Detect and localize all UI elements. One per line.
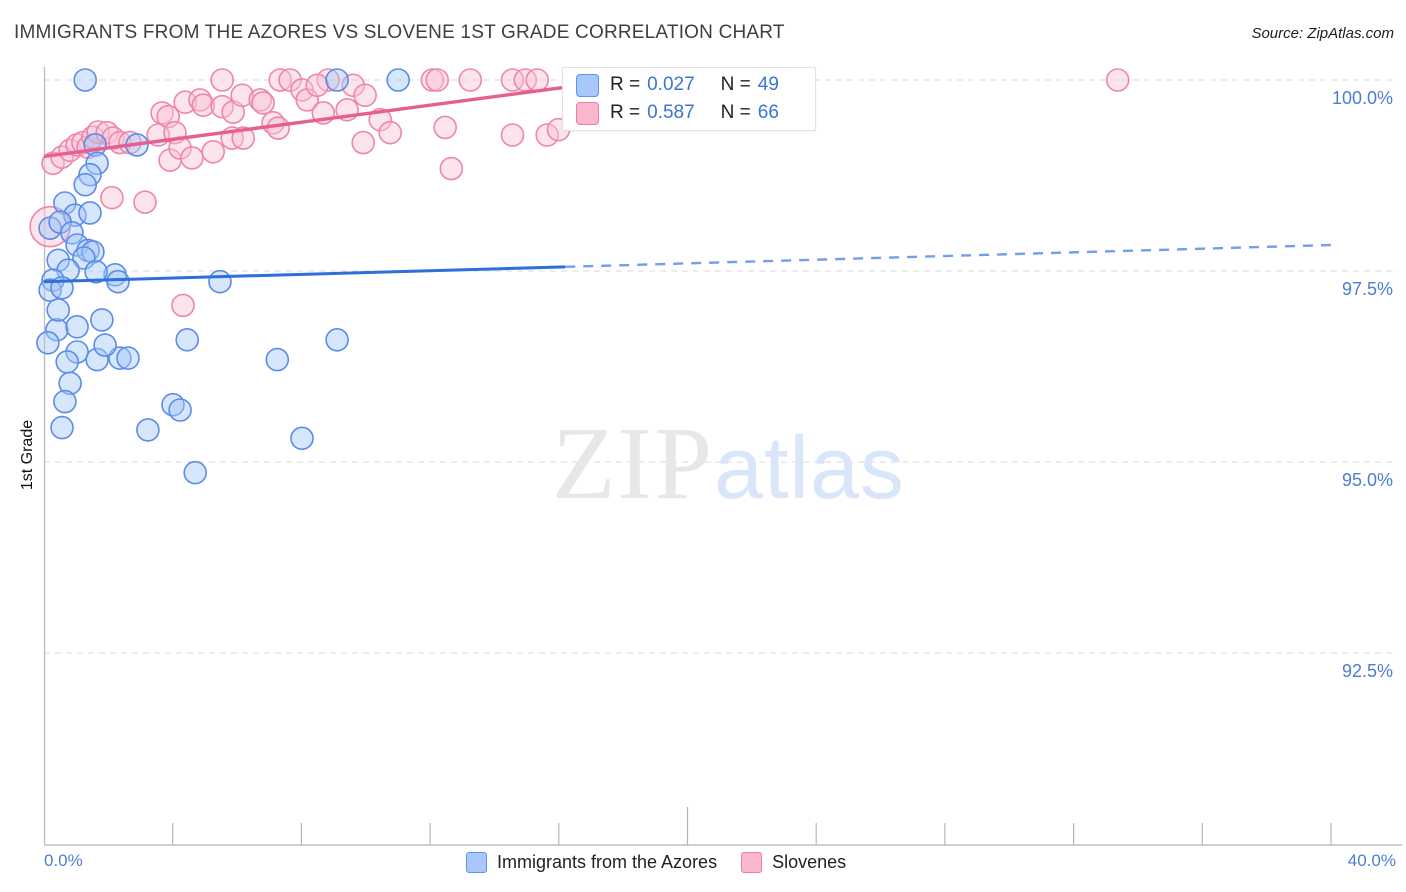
scatter-point-azores [50,415,74,440]
slovenes-trend-line [43,85,563,159]
ytick-95: 95.0% [1341,470,1393,490]
scatter-point-slovenes [351,130,376,155]
scatter-point-azores [108,346,132,370]
scatter-point-azores [90,308,114,332]
ytick-100: 100.0% [1331,88,1393,108]
n-label: N = [720,102,751,123]
correlation-legend-box: R = 0.027 N = 49 R = 0.587 N = 66 [562,67,816,131]
legend-item-label: Slovenes [772,852,847,872]
scatter-point-azores [85,347,109,372]
ytick-97-5: 97.5% [1341,279,1393,299]
scatter-point-azores [60,221,84,245]
scatter-point-azores [290,426,314,451]
r-value-azores: 0.027 [647,74,695,95]
scatter-point-azores [45,317,69,342]
scatter-point-slovenes [248,88,273,112]
scatter-point-azores [168,398,192,422]
legend-item-slovenes: Slovenes [741,852,846,873]
scatter-point-azores [84,259,108,284]
xtick-max: 40.0% [1347,851,1396,870]
scatter-point-slovenes [425,68,450,92]
n-value-azores: 49 [757,74,779,95]
scatter-point-slovenes [173,90,197,114]
scatter-point-azores [183,460,207,485]
scatter-point-azores [55,350,79,374]
legend-item-label: Immigrants from the Azores [497,852,718,872]
scatter-point-slovenes [201,140,225,164]
scatter-point-azores [325,327,349,352]
scatter-point-azores [265,347,290,372]
scatter-point-slovenes [353,83,377,108]
scatter-point-azores [325,68,349,92]
scatter-point-azores [58,371,82,396]
scatter-point-slovenes [1105,68,1130,92]
scatter-point-slovenes [230,83,254,108]
scatter-point-slovenes [100,185,124,210]
scatter-point-azores [63,203,87,227]
xtick-min: 0.0% [44,851,83,870]
scatter-point-azores [93,333,117,357]
scatter-point-slovenes [458,68,483,92]
scatter-point-azores [106,269,130,294]
azores-swatch-icon [466,852,487,873]
r-value-slovenes: 0.587 [647,102,695,123]
azores-swatch-icon [576,73,599,97]
chart-title: IMMIGRANTS FROM THE AZORES VS SLOVENE 1S… [14,22,785,43]
n-label: N = [720,74,751,95]
scatter-point-slovenes [251,91,275,115]
scatter-point-azores [116,346,140,370]
scatter-point-azores [53,389,77,414]
scatter-point-azores [136,418,160,442]
scatter-point-slovenes [268,68,293,92]
scatter-point-slovenes [439,156,464,181]
ytick-92-5: 92.5% [1341,661,1393,681]
azores-trend-line [43,265,566,284]
scatter-point-azores [53,191,77,215]
bottom-legend: Immigrants from the Azores Slovenes [466,852,870,873]
r-label: R = [610,74,641,95]
scatter-point-slovenes [133,190,157,214]
scatter-point-azores [85,151,109,176]
scatter-point-slovenes [191,93,216,117]
scatter-point-slovenes [525,68,550,92]
azores-trend-line-extension [565,243,1332,269]
slovenes-swatch-icon [741,852,763,873]
scatter-point-azores [36,330,60,355]
n-value-slovenes: 66 [757,102,779,123]
scatter-point-slovenes [316,68,340,92]
scatter-point-slovenes [378,120,403,145]
scatter-point-azores [73,172,97,197]
scatter-point-azores [78,201,102,225]
scatter-point-slovenes [210,68,234,92]
scatter-point-slovenes [210,94,234,119]
y-axis-title: 1st Grade [19,419,36,491]
scatter-point-slovenes [500,123,525,147]
scatter-point-slovenes [305,73,330,98]
source-attribution[interactable]: Source: ZipAtlas.com [1251,25,1394,42]
legend-row-slovenes: R = 0.587 N = 66 [576,101,815,125]
scatter-point-azores [208,269,232,294]
legend-row-azores: R = 0.027 N = 49 [576,73,815,97]
scatter-point-azores [38,278,62,302]
legend-item-azores: Immigrants from the Azores [466,852,717,873]
scatter-point-azores [386,68,411,92]
scatter-point-slovenes [278,68,302,92]
scatter-point-azores [73,68,97,92]
scatter-point-slovenes [180,146,204,170]
scatter-point-slovenes [266,116,291,140]
scatter-point-slovenes [500,68,525,92]
scatter-point-azores [46,298,71,322]
slovenes-swatch-icon [576,101,599,125]
scatter-point-slovenes [433,115,458,140]
scatter-point-slovenes [535,123,560,147]
scatter-point-slovenes [171,293,195,318]
scatter-point-slovenes [231,126,255,150]
scatter-point-azores [175,327,199,352]
scatter-point-azores [65,314,89,339]
r-label: R = [610,102,641,123]
